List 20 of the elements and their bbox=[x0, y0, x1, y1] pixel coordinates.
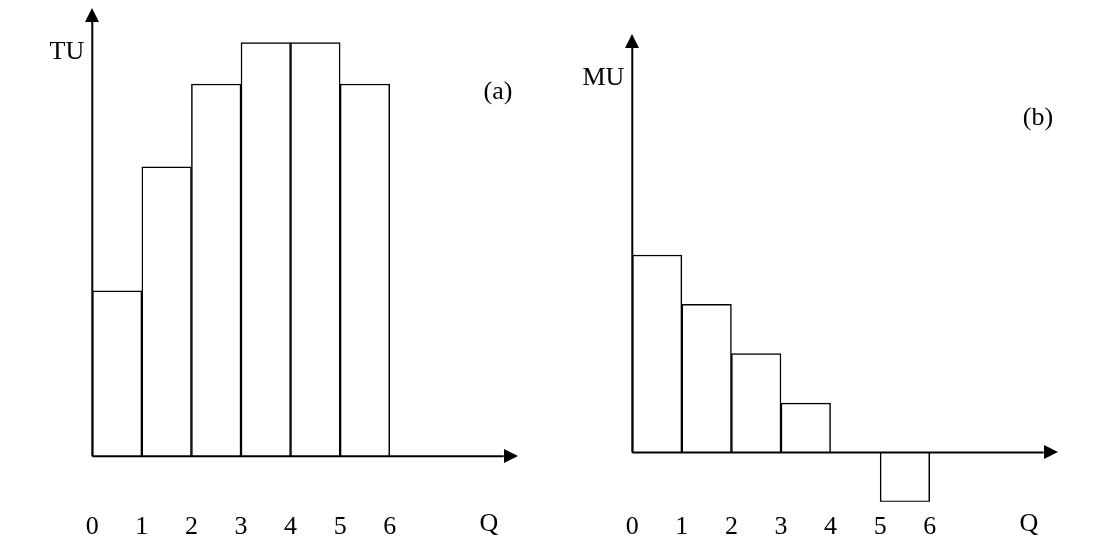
x-tick-label: 2 bbox=[184, 511, 198, 541]
x-tick-label: 4 bbox=[284, 511, 298, 541]
x-tick-label: 1 bbox=[135, 511, 149, 541]
x-tick-label: 6 bbox=[923, 511, 937, 541]
x-tick-label: 6 bbox=[383, 511, 397, 541]
x-axis-title: Q bbox=[1019, 507, 1039, 537]
x-tick-label: 5 bbox=[333, 511, 347, 541]
x-tick-label: 0 bbox=[85, 511, 99, 541]
x-axis-title: Q bbox=[479, 507, 499, 537]
annotation: (a) bbox=[483, 75, 513, 105]
x-tick-label: 3 bbox=[234, 511, 248, 541]
y-axis-title: TU bbox=[49, 35, 85, 65]
x-tick-label: 1 bbox=[675, 511, 689, 541]
y-axis-title: MU bbox=[582, 61, 625, 91]
x-tick-label: 2 bbox=[724, 511, 738, 541]
x-tick-label: 3 bbox=[774, 511, 788, 541]
x-tick-label: 0 bbox=[625, 511, 639, 541]
x-tick-label: 4 bbox=[824, 511, 838, 541]
text: (b) bbox=[1022, 101, 1054, 131]
x-tick-label: 5 bbox=[873, 511, 887, 541]
